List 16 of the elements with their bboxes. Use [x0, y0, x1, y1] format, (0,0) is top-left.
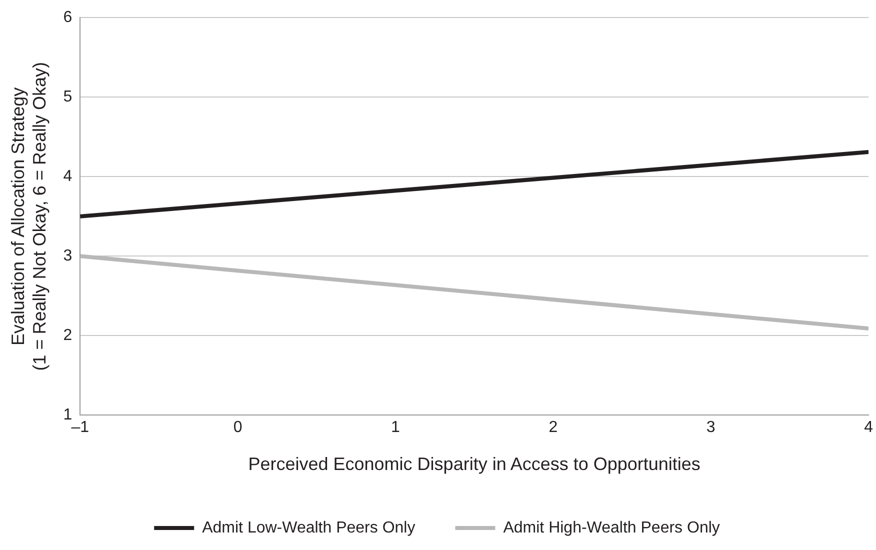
- y-tick-label: 6: [63, 9, 72, 26]
- x-tick-label: 3: [706, 419, 716, 436]
- y-tick-label: 2: [63, 327, 72, 344]
- y-tick-label: 3: [63, 248, 72, 265]
- x-tick-label: 1: [391, 419, 400, 436]
- legend-label: Admit High-Wealth Peers Only: [503, 519, 720, 536]
- legend-label: Admit Low-Wealth Peers Only: [202, 519, 416, 536]
- x-tick-label: 2: [548, 419, 558, 436]
- y-tick-label: 5: [63, 88, 72, 106]
- x-tick-label: –1: [71, 419, 90, 436]
- y-axis-title: Evaluation of Allocation Strategy (1 = Really Not Okay, 6 = Really Okay): [8, 62, 50, 371]
- y-tick-label: 4: [63, 168, 72, 186]
- y-tick-label: 1: [63, 406, 72, 424]
- x-axis-title: Perceived Economic Disparity in Access to Opportunities: [248, 454, 700, 474]
- x-tick-label: 4: [864, 419, 874, 436]
- x-tick-label: 0: [233, 419, 242, 436]
